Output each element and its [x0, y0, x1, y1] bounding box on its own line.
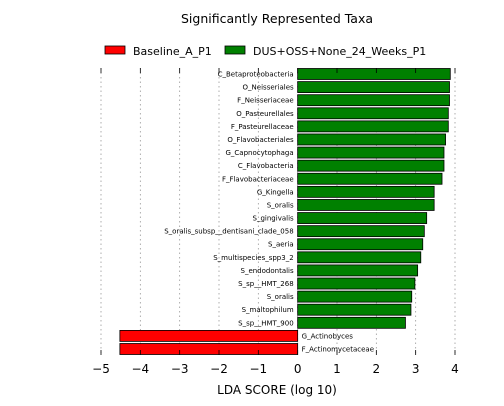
- lda-bar: [297, 172, 443, 185]
- x-tick-label: 0: [294, 362, 302, 376]
- x-tick-label: −1: [249, 362, 267, 376]
- x-tick-label: 3: [412, 362, 420, 376]
- lda-bar: [297, 159, 445, 172]
- taxon-label: C_Flavobacteria: [238, 162, 294, 170]
- bars: [119, 68, 451, 355]
- taxon-label: G_Capnocytophaga: [225, 149, 293, 157]
- taxon-label: S_aeria: [268, 241, 294, 249]
- lda-bar: [297, 212, 428, 224]
- taxon-label: G_Actinobyces: [302, 332, 354, 340]
- x-tick-label: 1: [333, 362, 341, 376]
- taxon-label: S_oralis_subsp__dentisani_clade_058: [164, 228, 293, 236]
- x-axis-label: LDA SCORE (log 10): [217, 383, 337, 397]
- lda-bar: [297, 238, 424, 251]
- lda-bar: [119, 343, 299, 355]
- lda-bar: [297, 81, 450, 93]
- taxon-label: S_oralis: [267, 201, 294, 209]
- lda-bar: [297, 225, 425, 238]
- lda-bar: [297, 303, 412, 316]
- taxon-label: S_sp__HMT_900: [238, 319, 293, 327]
- lda-bar: [297, 199, 435, 211]
- lda-bar: [297, 94, 450, 107]
- legend: Baseline_A_P1 DUS+OSS+None_24_Weeks_P1: [104, 45, 426, 58]
- taxon-label: O_Pasteurellales: [236, 110, 294, 118]
- taxon-label: G_Kingella: [257, 188, 294, 196]
- x-tick-label: −5: [92, 362, 110, 376]
- lda-bar: [297, 251, 422, 264]
- taxon-label: S_oralis: [267, 293, 294, 301]
- taxon-label: C_Betaproteobacteria: [218, 71, 294, 79]
- chart-title: Significantly Represented Taxa: [181, 11, 373, 26]
- legend-swatch-dus-oss-none: [224, 45, 246, 55]
- taxon-label: O_Neisseriales: [243, 84, 294, 92]
- lda-bar: [297, 146, 445, 159]
- lda-bar: [297, 120, 449, 133]
- taxon-label: F_Flavobacteriaceae: [222, 175, 294, 183]
- taxon-label: S_gingivalis: [253, 215, 294, 223]
- x-axis-ticks: −5 −4 −3 −2 −1 0 1 2 3 4: [92, 68, 459, 376]
- bar-labels: C_Betaproteobacteria O_Neisseriales F_Neis…: [164, 71, 374, 354]
- lda-bar: [297, 107, 449, 120]
- lda-bar: [297, 133, 446, 146]
- taxon-label: S_endodontalis: [241, 267, 294, 275]
- lda-bar: [297, 68, 451, 80]
- lda-bar: [297, 185, 435, 198]
- x-tick-label: −4: [131, 362, 149, 376]
- x-tick-label: 4: [451, 362, 459, 376]
- legend-label-dus-oss-none: DUS+OSS+None_24_Weeks_P1: [253, 45, 426, 58]
- taxon-label: F_Pasteurellaceae: [231, 123, 294, 131]
- taxon-label: S_sp__HMT_268: [238, 280, 293, 288]
- taxon-label: F_Actinomycetaceae: [302, 346, 374, 354]
- lda-bar: [297, 277, 416, 290]
- legend-swatch-baseline: [104, 45, 126, 55]
- taxon-label: S_maltophilum: [242, 306, 294, 314]
- taxon-label: F_Neisseriaceae: [237, 97, 293, 105]
- taxon-label: O_Flavobacteriales: [227, 136, 294, 144]
- taxon-label: S_multispecies_spp3_2: [213, 254, 293, 262]
- lda-bar: [297, 264, 419, 277]
- x-tick-label: −2: [210, 362, 228, 376]
- lda-bar: [119, 330, 299, 342]
- legend-label-baseline: Baseline_A_P1: [133, 45, 212, 58]
- x-tick-label: 2: [373, 362, 381, 376]
- lda-bar: [297, 290, 413, 303]
- x-tick-label: −3: [171, 362, 189, 376]
- lda-bar: [297, 316, 406, 329]
